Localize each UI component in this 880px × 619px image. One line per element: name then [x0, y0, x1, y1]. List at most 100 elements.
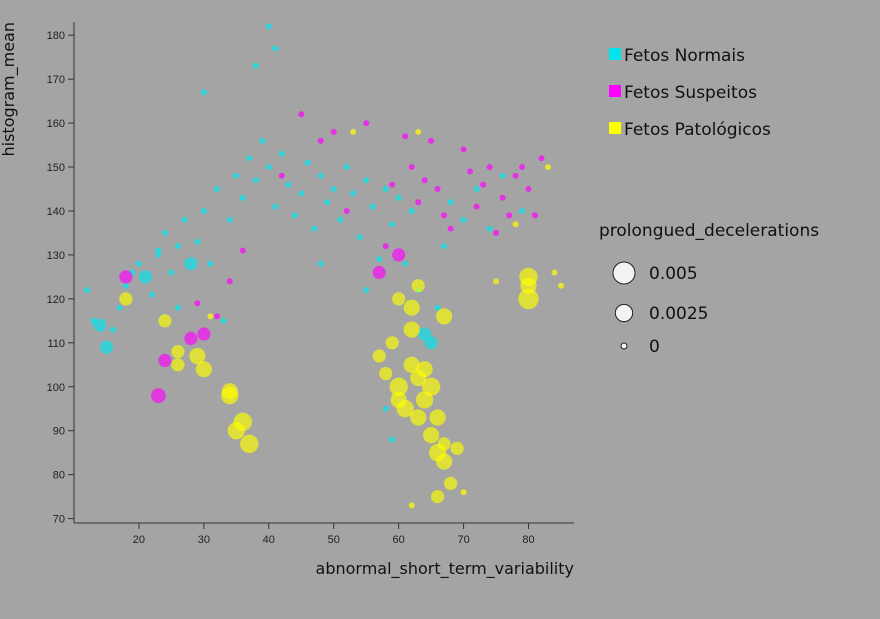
data-point — [389, 377, 408, 396]
x-tick-label: 40 — [263, 534, 275, 546]
data-point — [512, 172, 519, 179]
data-point — [519, 164, 526, 170]
y-tick-label: 130 — [47, 250, 65, 262]
data-point — [226, 278, 233, 285]
data-point — [119, 292, 133, 306]
data-point — [376, 256, 383, 263]
legend-item: Fetos Suspeitos — [609, 83, 757, 103]
data-point — [135, 260, 142, 267]
data-point — [447, 225, 454, 232]
data-point — [460, 146, 467, 153]
data-point — [480, 181, 487, 188]
data-point — [486, 225, 493, 232]
data-point — [93, 318, 107, 332]
y-tick-label: 170 — [47, 74, 65, 86]
y-tick-label: 110 — [47, 338, 65, 350]
data-point — [551, 269, 558, 276]
data-point — [437, 437, 451, 451]
data-point — [389, 436, 396, 443]
data-point — [304, 159, 311, 166]
data-point — [189, 347, 206, 365]
size-legend-circle — [612, 261, 636, 285]
legend-item: Fetos Patológicos — [609, 120, 771, 140]
y-tick-label: 90 — [53, 426, 65, 438]
data-point — [389, 221, 396, 228]
data-point — [416, 361, 433, 378]
data-point — [434, 304, 441, 311]
legend-swatch — [609, 122, 621, 134]
data-point — [174, 304, 181, 311]
data-point — [460, 489, 467, 496]
size-legend-label: 0 — [649, 337, 660, 357]
y-tick-label: 70 — [53, 514, 65, 526]
legend: Fetos Normais Fetos Suspeitos Fetos Patoló… — [609, 46, 771, 140]
data-point — [444, 476, 458, 490]
data-point — [233, 412, 252, 432]
legend-swatch — [609, 85, 621, 97]
data-point — [99, 340, 114, 354]
data-point — [408, 502, 415, 509]
data-point — [168, 269, 175, 276]
data-point — [408, 164, 415, 170]
data-point — [486, 164, 493, 170]
data-point — [343, 208, 350, 214]
data-point — [423, 427, 440, 444]
data-point — [499, 194, 506, 201]
data-point — [330, 186, 337, 192]
data-point — [369, 203, 376, 210]
data-point — [441, 212, 448, 219]
data-point — [392, 292, 406, 306]
data-point — [272, 203, 279, 210]
data-point — [200, 89, 207, 96]
size-legend-label: 0.0025 — [649, 304, 708, 324]
data-point — [363, 177, 370, 184]
data-point — [519, 208, 526, 214]
y-tick-label: 160 — [47, 118, 65, 130]
data-point — [200, 208, 207, 214]
data-point — [392, 248, 406, 262]
data-point — [110, 326, 116, 333]
data-point — [473, 203, 480, 210]
data-point — [402, 133, 409, 140]
legend-swatch — [609, 48, 621, 60]
data-point — [155, 247, 162, 254]
data-point — [421, 377, 441, 396]
data-point — [207, 260, 214, 267]
data-point — [278, 150, 285, 157]
data-point — [493, 278, 500, 285]
data-point — [272, 45, 279, 52]
data-point — [493, 229, 500, 236]
data-point — [285, 181, 292, 188]
data-point — [356, 234, 363, 241]
data-point — [525, 186, 532, 192]
data-point — [194, 300, 201, 307]
legend-item: Fetos Normais — [609, 46, 745, 66]
series-1 — [119, 111, 545, 403]
data-point — [403, 299, 420, 316]
data-point — [220, 317, 227, 324]
data-point — [396, 400, 414, 418]
data-point — [363, 120, 370, 127]
x-tick-label: 30 — [198, 534, 210, 546]
data-point — [372, 265, 386, 280]
data-point — [317, 137, 324, 144]
size-legend-circle — [620, 342, 628, 350]
data-point — [382, 186, 389, 192]
data-point — [382, 405, 389, 412]
data-point — [221, 383, 238, 400]
data-point — [252, 62, 259, 69]
series-2 — [119, 128, 564, 509]
data-point — [233, 172, 240, 179]
data-point — [259, 137, 266, 144]
data-point — [436, 453, 453, 470]
x-axis: 20 30 40 50 60 70 80 — [74, 522, 574, 546]
data-point — [428, 137, 435, 144]
data-point — [434, 186, 441, 192]
data-point — [408, 208, 415, 214]
x-ticks: 20 30 40 50 60 70 80 — [133, 523, 535, 546]
data-point — [518, 288, 539, 310]
data-point — [298, 111, 305, 118]
y-tick-label: 180 — [47, 30, 65, 42]
data-point — [447, 199, 454, 206]
y-axis-label: histogram_mean — [0, 22, 19, 156]
